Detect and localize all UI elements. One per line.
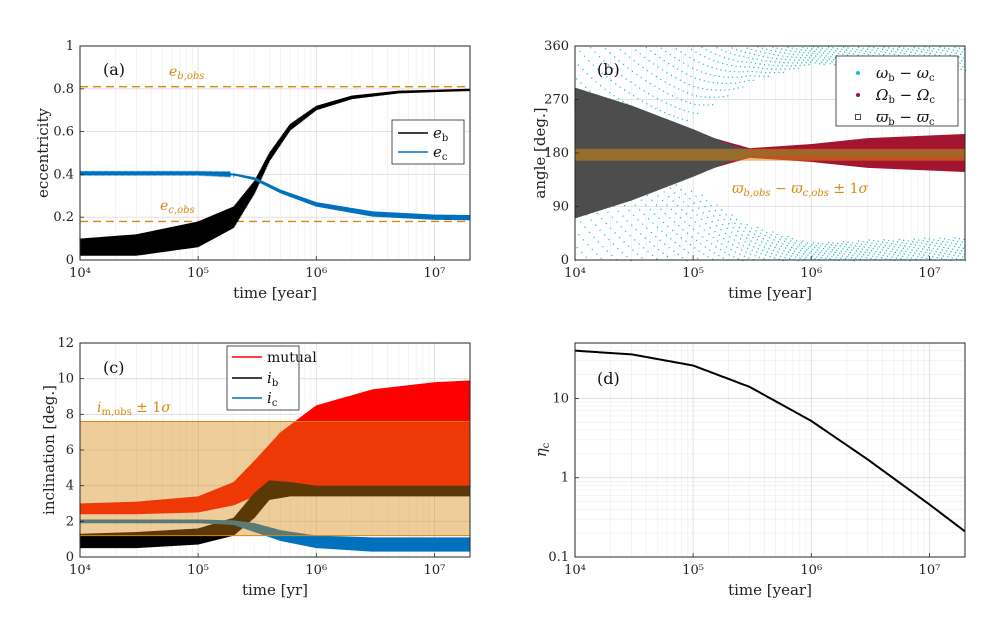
panel-a-legend-box: [391, 119, 465, 165]
panel-d-grid: [574, 343, 965, 558]
panel-c-y-tick-label: 0: [66, 550, 74, 565]
panel-a-ticks: 10⁴ 10⁵ 10⁶ 10⁷ 0 0.2 0.4 0.6 0.8 1: [53, 39, 445, 281]
panel-c-ticks: 10⁴ 10⁵ 10⁶ 10⁷ 0 2 4 6 8 10 12: [57, 336, 445, 578]
panel-c-y-tick-label: 2: [66, 514, 74, 529]
panel-b-x-tick-label: 10⁴: [564, 266, 586, 281]
panel-c-series-ic: [79, 519, 471, 552]
panel-d-y-tick-label: 10: [552, 391, 569, 406]
panel-a-x-tick-label: 10⁶: [305, 266, 327, 281]
panel-b-x-tick-label: 10⁵: [682, 266, 704, 281]
panel-b-y-tick-label: 90: [552, 200, 569, 215]
panel-a-y-tick-label: 0.8: [53, 82, 74, 97]
panel-c: 10⁴ 10⁵ 10⁶ 10⁷ 0 2 4 6 8 10 12 (c) im,obs ± 1σ mu…: [40, 336, 471, 599]
panel-c-x-tick-label: 10⁴: [69, 563, 91, 578]
panel-a-label: (a): [103, 60, 125, 79]
panel-d-series-eta-c: [574, 349, 966, 533]
panel-b-legend-swatch-Omega: [856, 93, 860, 97]
panel-c-series-ib: [79, 480, 471, 549]
panel-a-series-ec: [79, 170, 471, 221]
panel-a-legend: eb ec: [391, 119, 465, 165]
panel-a-x-tick-label: 10⁷: [424, 266, 446, 281]
panel-c-label: (c): [103, 358, 124, 377]
panel-b-y-tick-label: 270: [544, 93, 569, 108]
panel-c-x-tick-label: 10⁶: [305, 563, 327, 578]
panel-b-x-tick-label: 10⁶: [800, 266, 822, 281]
panel-d-x-tick-label: 10⁷: [919, 563, 941, 578]
panel-b-y-tick-label: 360: [544, 39, 569, 54]
panel-c-y-tick-label: 6: [66, 443, 74, 458]
panel-d-data: [574, 349, 966, 533]
panel-b-x-tick-label: 10⁷: [919, 266, 941, 281]
panel-a-y-tick-label: 0: [66, 253, 74, 268]
panel-a-axes-box: [79, 45, 471, 261]
panel-d-x-tick-label: 10⁶: [800, 563, 822, 578]
panel-a-x-tick-label: 10⁴: [69, 266, 91, 281]
panel-b: 10⁴ 10⁵ 10⁶ 10⁷ 0 90 180 270 360 (b) ϖb,obs − ϖc…: [531, 39, 967, 302]
panel-c-legend-mutual: mutual: [267, 350, 317, 366]
panel-d-y-tick-label: 0.1: [548, 550, 569, 565]
panel-a-y-tick-label: 0.4: [53, 167, 74, 182]
panel-d-ticks: 10⁴ 10⁵ 10⁶ 10⁷ 0.1 1 10: [548, 391, 940, 578]
panel-b-y-tick-label: 180: [544, 146, 569, 161]
panel-d-x-tick-label: 10⁵: [682, 563, 704, 578]
panel-b-legend-omega: ωb − ωc: [876, 64, 935, 84]
panel-d: 10⁴ 10⁵ 10⁶ 10⁷ 0.1 1 10 (d) time [year] ηc: [532, 342, 966, 599]
panel-a-series-eb: [79, 88, 471, 256]
panel-d-axes-box: [574, 342, 966, 558]
panel-d-x-tick-label: 10⁴: [564, 563, 586, 578]
panel-b-annot-varpi-obs: ϖb,obs − ϖc,obs ± 1σ: [732, 181, 869, 199]
panel-c-x-tick-label: 10⁷: [424, 563, 446, 578]
panel-b-ylabel: angle [deg.]: [531, 107, 549, 198]
panel-b-xlabel: time [year]: [728, 284, 812, 302]
panel-c-obs-band: [80, 421, 470, 536]
panel-a-xlabel: time [year]: [233, 284, 317, 302]
panel-b-legend: ωb − ωc Ωb − Ωc ϖb − ϖc: [835, 55, 959, 128]
panel-c-legend-ib: ib: [267, 369, 278, 389]
panel-d-y-tick-label: 1: [561, 471, 569, 486]
panel-b-series-omega-lower: [575, 147, 967, 262]
panel-c-xlabel: time [yr]: [242, 581, 308, 599]
panel-d-label: (d): [597, 369, 620, 388]
panel-a-y-tick-label: 0.6: [53, 125, 74, 140]
panel-c-y-tick-label: 4: [66, 479, 74, 494]
panel-c-y-tick-label: 10: [57, 372, 74, 387]
panel-a-data: [79, 85, 471, 256]
panel-b-ticks: 10⁴ 10⁵ 10⁶ 10⁷ 0 90 180 270 360: [544, 39, 940, 281]
panel-b-y-tick-label: 0: [561, 253, 569, 268]
panel-a-y-tick-label: 0.2: [53, 210, 74, 225]
panel-c-ylabel: inclination [deg.]: [40, 385, 58, 515]
panel-c-y-tick-label: 12: [57, 336, 74, 351]
panel-b-legend-swatch-varpi: [855, 114, 861, 120]
panel-d-ylabel: ηc: [532, 442, 552, 457]
panel-a-y-tick-label: 1: [66, 39, 74, 54]
panel-a-x-tick-label: 10⁵: [187, 266, 209, 281]
panel-c-series-mutual: [79, 380, 471, 515]
panel-c-legend: mutual ib ic: [226, 345, 317, 411]
panel-b-legend-varpi: ϖb − ϖc: [876, 108, 935, 128]
panel-c-x-tick-label: 10⁵: [187, 563, 209, 578]
panel-c-annot-im-obs: im,obs ± 1σ: [97, 400, 171, 418]
panel-a-annot-ec-obs: ec,obs: [160, 198, 195, 216]
panel-a-ylabel: eccentricity: [34, 108, 52, 198]
panel-b-legend-swatch-omega: [856, 71, 860, 75]
panel-d-xlabel: time [year]: [728, 581, 812, 599]
panel-c-data: [79, 380, 471, 552]
panel-b-legend-Omega: Ωb − Ωc: [875, 86, 935, 106]
panel-c-legend-ic: ic: [267, 389, 278, 409]
panel-b-obs-band: [575, 148, 965, 161]
panel-c-y-tick-label: 8: [66, 407, 74, 422]
panel-b-label: (b): [597, 60, 620, 79]
